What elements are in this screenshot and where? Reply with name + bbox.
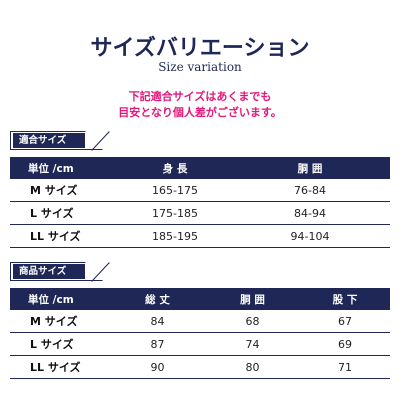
row-size-label: L サイズ bbox=[10, 201, 120, 225]
cell-waist: 94-104 bbox=[230, 224, 390, 248]
cell-height: 165-175 bbox=[120, 179, 230, 202]
cell-waist: 76-84 bbox=[230, 179, 390, 202]
table-row: L サイズ 87 74 69 bbox=[10, 332, 390, 356]
product-header-unit: 単位 /cm bbox=[10, 288, 110, 310]
table-row: M サイズ 165-175 76-84 bbox=[10, 179, 390, 202]
cell-height: 175-185 bbox=[120, 201, 230, 225]
cell-waist: 74 bbox=[205, 332, 300, 356]
fit-header-height: 身 長 bbox=[120, 157, 230, 179]
notice-line-2: 目安となり個人差がございます。 bbox=[118, 106, 282, 119]
page-subtitle: Size variation bbox=[158, 60, 242, 74]
cell-inseam: 69 bbox=[300, 332, 390, 356]
cell-length: 90 bbox=[110, 355, 205, 379]
product-size-section-tag: 商品サイズ bbox=[10, 262, 110, 282]
row-size-label: L サイズ bbox=[10, 332, 110, 356]
cell-waist: 84-94 bbox=[230, 201, 390, 225]
table-row: L サイズ 175-185 84-94 bbox=[10, 201, 390, 225]
fit-size-section-tag: 適合サイズ bbox=[10, 131, 110, 151]
cell-inseam: 71 bbox=[300, 355, 390, 379]
product-size-table: 単位 /cm 総 丈 胴 囲 股 下 M サイズ 84 68 67 L サイズ … bbox=[10, 288, 390, 379]
cell-waist: 68 bbox=[205, 310, 300, 333]
product-header-waist: 胴 囲 bbox=[205, 288, 300, 310]
cell-waist: 80 bbox=[205, 355, 300, 379]
cell-height: 185-195 bbox=[120, 224, 230, 248]
product-size-label: 商品サイズ bbox=[13, 264, 85, 279]
fit-header-waist: 胴 囲 bbox=[230, 157, 390, 179]
product-size-header-row: 単位 /cm 総 丈 胴 囲 股 下 bbox=[10, 288, 390, 310]
table-row: LL サイズ 185-195 94-104 bbox=[10, 224, 390, 248]
row-size-label: LL サイズ bbox=[10, 224, 120, 248]
product-header-length: 総 丈 bbox=[110, 288, 205, 310]
row-size-label: LL サイズ bbox=[10, 355, 110, 379]
cell-length: 87 bbox=[110, 332, 205, 356]
fit-size-label: 適合サイズ bbox=[13, 133, 85, 148]
product-header-inseam: 股 下 bbox=[300, 288, 390, 310]
cell-inseam: 67 bbox=[300, 310, 390, 333]
table-row: M サイズ 84 68 67 bbox=[10, 310, 390, 333]
page-title: サイズバリエーション bbox=[90, 36, 310, 61]
cell-length: 84 bbox=[110, 310, 205, 333]
row-size-label: M サイズ bbox=[10, 179, 120, 202]
fit-header-unit: 単位 /cm bbox=[10, 157, 120, 179]
fit-size-header-row: 単位 /cm 身 長 胴 囲 bbox=[10, 157, 390, 179]
row-size-label: M サイズ bbox=[10, 310, 110, 333]
fit-size-table: 単位 /cm 身 長 胴 囲 M サイズ 165-175 76-84 L サイズ… bbox=[10, 157, 390, 248]
notice-line-1: 下記適合サイズはあくまでも bbox=[128, 90, 272, 103]
table-row: LL サイズ 90 80 71 bbox=[10, 355, 390, 379]
